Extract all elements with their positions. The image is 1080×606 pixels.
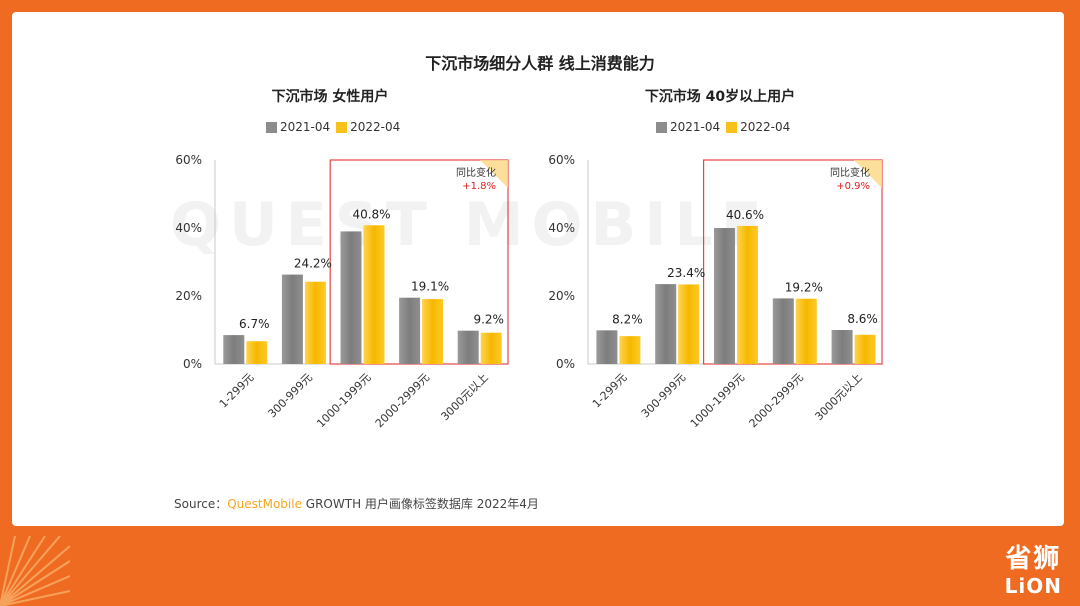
- bar-2021: [399, 297, 421, 364]
- y-tick-label: 60%: [175, 153, 202, 167]
- value-label: 40.6%: [726, 208, 764, 222]
- bar-2022: [304, 281, 326, 364]
- highlight-value: +0.9%: [836, 181, 870, 192]
- bar-2021: [281, 274, 303, 364]
- logo-cn: 省狮: [1005, 544, 1062, 574]
- highlight-value: +1.8%: [462, 181, 496, 192]
- x-tick-label: 1000-1999元: [688, 371, 747, 430]
- legend-swatch-yellow: [336, 121, 348, 133]
- x-tick-label: 300-999元: [639, 371, 688, 420]
- bar-2022: [480, 332, 502, 364]
- value-label: 24.2%: [294, 257, 332, 271]
- bar-2021: [714, 228, 735, 364]
- legend-label-2021: 2021-04: [280, 120, 331, 134]
- legend-label-2022: 2022-04: [740, 120, 791, 134]
- highlight-corner: [854, 160, 882, 188]
- value-label: 19.2%: [785, 280, 823, 294]
- content-card: [12, 12, 1064, 526]
- legend-label-2022: 2022-04: [350, 120, 401, 134]
- chart-1-title: 下沉市场 女性用户: [271, 89, 389, 105]
- legend-item-2022: 2022-04: [336, 120, 400, 134]
- bar-2021: [340, 231, 362, 364]
- value-label: 23.4%: [667, 266, 705, 280]
- watermark: QUEST MOBILE: [170, 190, 770, 260]
- x-tick-label: 1-299元: [217, 371, 257, 411]
- value-label: 8.6%: [847, 312, 878, 326]
- y-tick-label: 20%: [548, 289, 575, 303]
- x-tick-label: 3000元以上: [812, 371, 864, 423]
- legend-label-2021: 2021-04: [670, 120, 721, 134]
- value-label: 9.2%: [473, 313, 504, 327]
- source-brand: QuestMobile: [227, 497, 302, 511]
- x-tick-label: 3000元以上: [438, 371, 490, 423]
- y-tick-label: 40%: [548, 221, 575, 235]
- legend-item-2022: 2022-04: [726, 120, 790, 134]
- bar-2022: [363, 225, 385, 364]
- bar-2022: [854, 334, 876, 364]
- value-label: 40.8%: [352, 207, 390, 221]
- highlight-label: 同比变化: [456, 166, 496, 179]
- bar-2022: [795, 298, 817, 364]
- bar-2022: [737, 225, 758, 364]
- x-tick-label: 300-999元: [266, 371, 315, 420]
- y-tick-label: 60%: [548, 153, 575, 167]
- source-note: Source：QuestMobile GROWTH 用户画像标签数据库 2022…: [174, 495, 539, 512]
- legend-swatch-gray: [656, 121, 667, 133]
- source-rest: GROWTH 用户画像标签数据库 2022年4月: [301, 497, 539, 511]
- bar-2021: [831, 330, 853, 364]
- highlight-label: 同比变化: [830, 166, 870, 179]
- x-tick-label: 2000-2999元: [373, 371, 432, 430]
- source-prefix: Source：: [174, 497, 228, 511]
- legend-1: 2021-04 2022-04: [266, 120, 400, 134]
- bar-2022: [678, 284, 700, 364]
- x-tick-label: 2000-2999元: [747, 371, 806, 430]
- legend-swatch-yellow: [726, 121, 738, 133]
- highlight-corner: [480, 160, 508, 188]
- legend-swatch-gray: [266, 121, 277, 133]
- page-title: 下沉市场细分人群 线上消费能力: [425, 54, 655, 73]
- y-tick-label: 40%: [175, 221, 202, 235]
- x-tick-label: 1-299元: [590, 371, 630, 411]
- legend-item-2021: 2021-04: [656, 120, 720, 134]
- bar-2022: [422, 299, 444, 364]
- bar-2021: [457, 330, 479, 364]
- y-tick-label: 0%: [556, 357, 575, 371]
- value-label: 6.7%: [239, 317, 270, 331]
- bar-2021: [596, 330, 618, 364]
- bar-2022: [246, 341, 268, 364]
- x-tick-label: 1000-1999元: [314, 371, 373, 430]
- y-tick-label: 20%: [175, 289, 202, 303]
- bar-2022: [619, 336, 641, 364]
- legend-item-2021: 2021-04: [266, 120, 330, 134]
- bar-2021: [772, 298, 794, 364]
- legend-2: 2021-04 2022-04: [656, 120, 790, 134]
- logo-en: LiON: [1004, 574, 1062, 598]
- bar-2021: [223, 335, 245, 364]
- chart-2-title: 下沉市场 40岁以上用户: [644, 89, 796, 105]
- value-label: 8.2%: [612, 312, 643, 326]
- sunburst-decoration: [0, 536, 70, 606]
- value-label: 19.1%: [411, 280, 449, 294]
- bar-2021: [655, 284, 677, 364]
- y-tick-label: 0%: [183, 357, 202, 371]
- lion-logo: 省狮 LiON: [1005, 546, 1062, 596]
